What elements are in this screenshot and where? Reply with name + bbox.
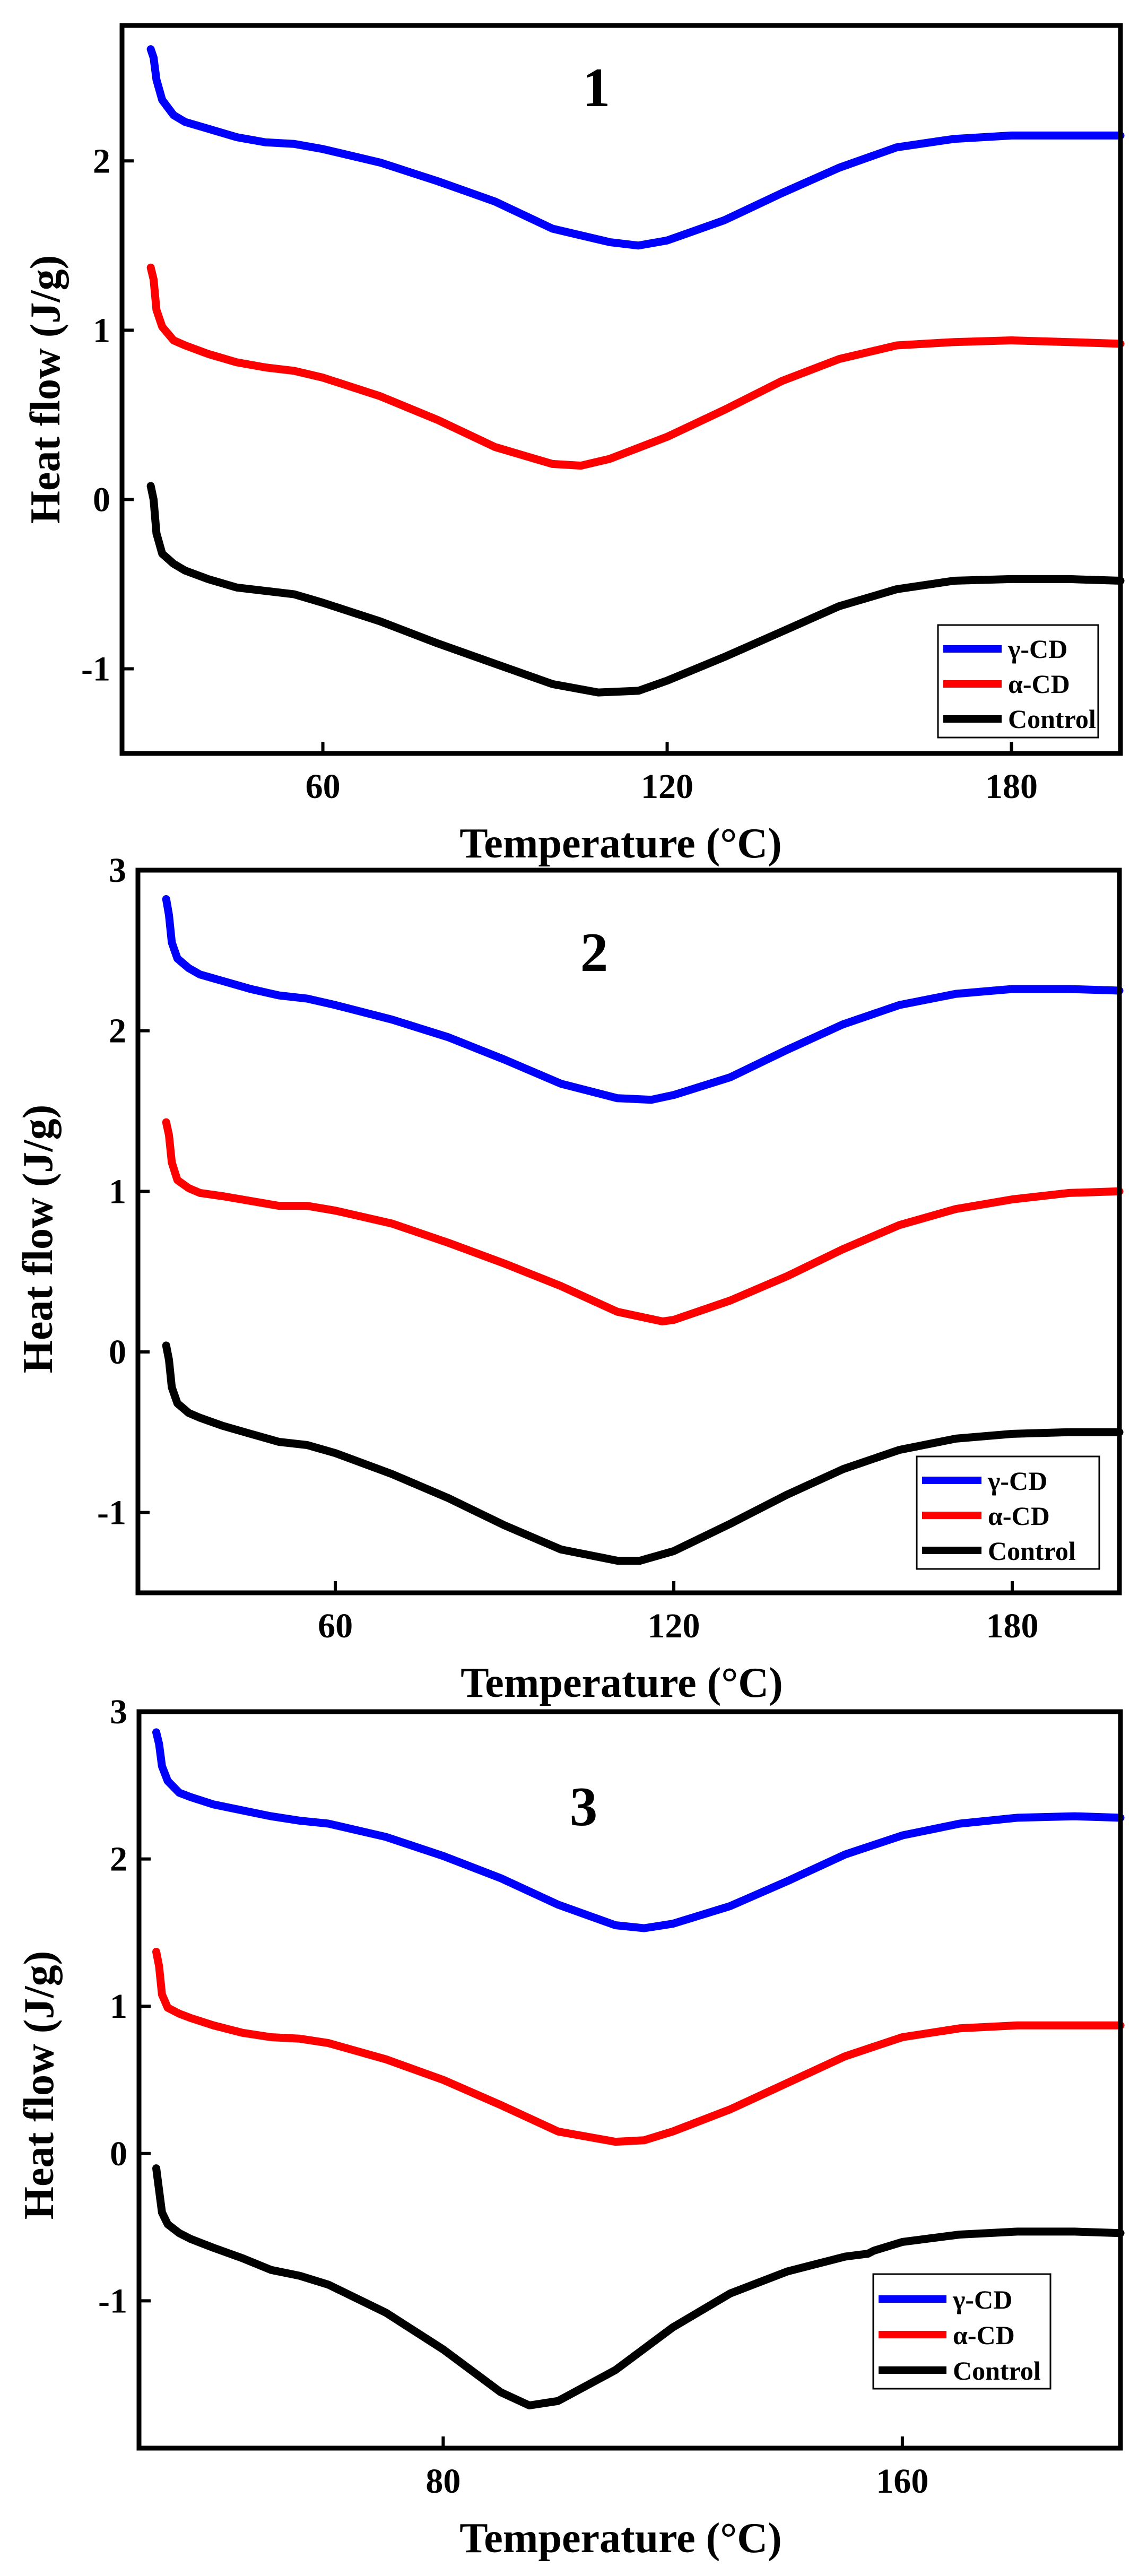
y-tick-label: 1 [109,1172,126,1211]
legend-label-control: Control [1008,704,1096,734]
legend-label-gamma-cd: γ-CD [987,1466,1047,1496]
series-line-gamma-cd [162,895,1124,1104]
legend-label-control: Control [953,2356,1041,2386]
x-tick-label: 60 [318,1607,353,1645]
legend-label-alpha-cd: α-CD [1008,669,1070,699]
panel-2: 60 120 180 -1 0 1 2 3 2 Temperature (°C) Heat f… [15,851,1124,1706]
legend-label-gamma-cd: γ-CD [952,2285,1012,2314]
series-line-alpha-cd [146,263,1125,470]
y-tick-label: 3 [109,851,126,890]
x-axis-label: Temperature (°C) [459,2515,781,2562]
legend-label-control: Control [988,1536,1076,1566]
legend-label-alpha-cd: α-CD [953,2320,1015,2350]
legend: γ-CD α-CD Control [872,2273,1052,2390]
legend-label-alpha-cd: α-CD [988,1501,1050,1531]
series-line-alpha-cd [162,1118,1124,1325]
legend: γ-CD α-CD Control [937,624,1099,739]
x-axis-label: Temperature (°C) [459,820,781,867]
plot-frame [136,1709,1123,2451]
series-line-control [152,2164,1125,2409]
x-tick-label: 60 [306,767,341,806]
y-tick-label: 3 [110,1693,127,1731]
y-tick-label: -1 [98,2282,127,2320]
series-line-control [162,1341,1124,1565]
y-tick-label: -1 [97,1494,126,1532]
y-axis-label: Heat flow (J/g) [15,1105,62,1374]
y-axis-label: Heat flow (J/g) [16,1951,63,2220]
panel-label: 2 [580,921,609,983]
series-line-gamma-cd [146,45,1125,250]
x-tick-label: 160 [876,2462,928,2501]
panel-3: 80 160 -1 0 1 2 3 3 Temperature (°C) Heat flow… [16,1693,1125,2562]
y-tick-label: 0 [110,2135,127,2173]
x-axis-label: Temperature (°C) [460,1660,783,1706]
y-axis-label: Heat flow (J/g) [22,255,69,524]
plot-frame [119,23,1123,756]
series-line-control [146,482,1125,697]
y-tick-label: 0 [109,1333,126,1372]
panel-label: 3 [570,1775,598,1837]
y-tick-label: 2 [93,142,110,180]
series-line-alpha-cd [152,1948,1125,2146]
x-tick-label: 120 [648,1607,700,1645]
x-tick-label: 180 [986,1607,1038,1645]
panel-label: 1 [583,56,611,118]
x-tick-label: 80 [425,2462,460,2501]
y-tick-label: 2 [109,1012,126,1051]
y-tick-label: 1 [110,1987,127,2026]
x-tick-label: 120 [641,767,693,806]
y-tick-label: 2 [110,1840,127,1879]
panel-1: 60 120 180 -1 0 1 2 1 Temperature (°C) Heat fl… [22,23,1125,867]
series-line-gamma-cd [152,1728,1125,1932]
y-tick-label: 0 [93,480,110,519]
legend: γ-CD α-CD Control [916,1455,1100,1570]
y-tick-label: 1 [93,311,110,350]
legend-label-gamma-cd: γ-CD [1007,634,1067,664]
x-tick-label: 180 [985,767,1038,806]
plot-frame [135,868,1122,1595]
y-tick-label: -1 [81,649,110,688]
